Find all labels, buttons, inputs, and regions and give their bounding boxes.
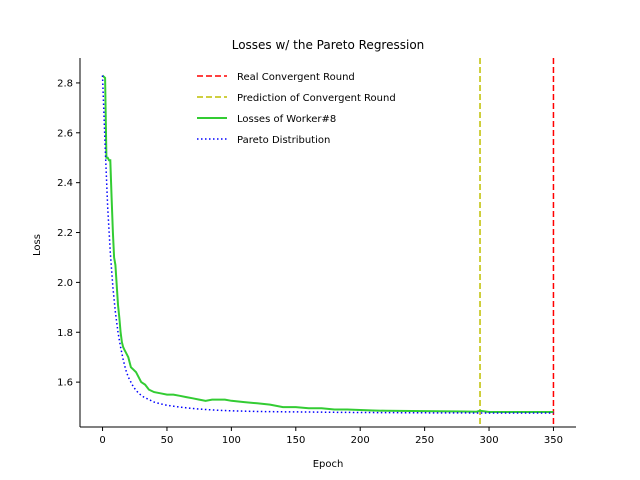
- x-tick-label: 150: [286, 435, 305, 446]
- y-tick-label: 1.8: [57, 328, 73, 339]
- legend: Real Convergent Round Prediction of Conve…: [197, 72, 396, 146]
- y-tick-label: 2.6: [57, 128, 73, 139]
- legend-label: Losses of Worker#8: [237, 114, 336, 125]
- series-4-line: [101, 75, 554, 414]
- y-axis-label: Loss: [32, 234, 43, 256]
- x-ticks: 0 50 100 150 200 250 300 350: [99, 427, 563, 446]
- y-ticks: 1.6 1.8 2.0 2.2 2.4 2.6 2.8: [57, 78, 80, 389]
- y-tick-label: 2.8: [57, 78, 73, 89]
- x-tick-label: 200: [351, 435, 370, 446]
- x-tick-label: 350: [544, 435, 563, 446]
- x-tick-label: 0: [99, 435, 105, 446]
- x-tick-label: 250: [415, 435, 434, 446]
- x-axis-label: Epoch: [313, 459, 344, 470]
- x-tick-label: 50: [161, 435, 174, 446]
- x-tick-label: 100: [222, 435, 241, 446]
- y-tick-label: 2.0: [57, 278, 73, 289]
- x-tick-label: 300: [479, 435, 498, 446]
- y-tick-label: 2.4: [57, 178, 73, 189]
- plot-lines: [101, 58, 555, 427]
- legend-label: Prediction of Convergent Round: [237, 93, 396, 104]
- legend-label: Pareto Distribution: [237, 135, 330, 146]
- axes: [79, 58, 576, 428]
- legend-label: Real Convergent Round: [237, 72, 355, 83]
- y-tick-label: 2.2: [57, 228, 73, 239]
- y-tick-label: 1.6: [57, 378, 73, 389]
- series-3-line: [101, 74, 554, 413]
- chart-title: Losses w/ the Pareto Regression: [232, 38, 425, 52]
